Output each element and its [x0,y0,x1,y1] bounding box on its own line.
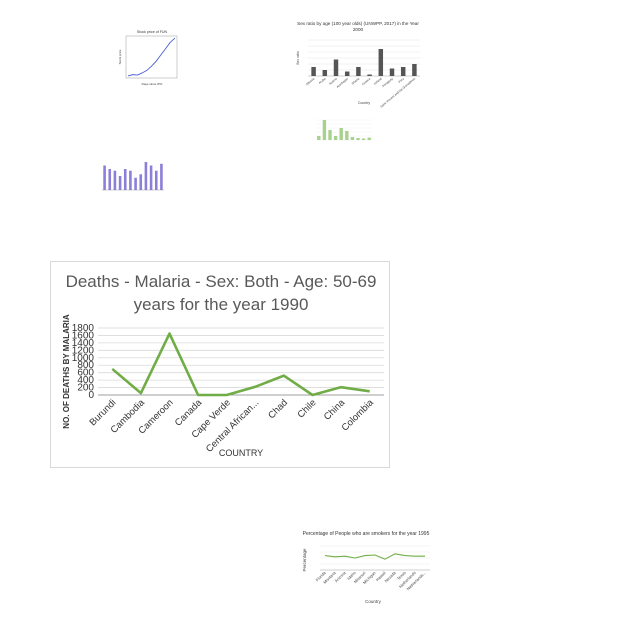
x-tick-label: Chad [266,397,290,421]
bar [333,59,339,76]
thumb-title: Stock price of FUN [137,30,168,34]
x-tick-label: Greece [361,76,371,86]
x-axis-label: Country [365,599,382,604]
y-tick-label: 800 [77,360,94,371]
bar [356,138,360,140]
series-line [127,37,176,77]
x-tick-label: Paraguay [381,76,394,88]
sex-ratio-chart-svg: Sex ratio by age (100 year olds) (UNWPP,… [296,21,420,108]
bar [311,67,316,76]
bar [344,71,350,76]
x-tick-label: Idaho [346,570,357,581]
bar [328,130,332,140]
bar [412,64,417,76]
thumbnail-green-bar-chart [302,114,374,156]
thumbnail-smokers-chart: Percentage of People who are smokers for… [298,528,434,606]
y-tick-label: 400 [77,375,94,386]
x-tick-label: Peru [398,76,406,83]
x-tick-label: Arizona [334,570,348,584]
bar [322,120,327,140]
thumbnail-stock-chart: Stock price of FUN Days since IPO Stock pr… [115,28,185,88]
plot-frame [125,35,178,79]
y-tick-label: 1800 [72,323,95,334]
bar [317,136,321,140]
bar [389,68,395,76]
x-tick-label: Aruba [318,76,327,84]
x-tick-label: Texas [396,570,407,581]
green-bar-chart-svg [316,119,372,141]
bar [160,163,163,190]
x-tick-label: Ghana [351,76,361,85]
thumbnail-purple-bar-chart [92,154,168,198]
y-tick-label: 1200 [72,345,95,356]
bar [139,174,143,190]
y-axis-label: Sex ratio [296,51,300,65]
thumb-title: Percentage of People who are smokers for… [303,531,430,537]
x-tick-label: Ireland [373,76,383,85]
purple-bar-chart-svg [102,162,164,191]
bar [103,165,106,190]
bar [345,131,349,140]
x-tick-label: Albania [305,76,315,86]
series-line [111,332,370,397]
y-axis-label: Stock price [118,49,122,64]
bar [149,165,153,190]
x-tick-label: Austria [328,76,338,85]
x-tick-label: Central African... [204,397,261,454]
bar [322,70,328,76]
x-tick-label: Chile [296,397,319,420]
bar [113,170,117,190]
bar [154,170,158,190]
bar [339,128,343,140]
x-axis-label: Country [358,101,371,105]
bar [356,67,361,76]
smokers-chart-svg: Percentage of People who are smokers for… [302,531,430,604]
y-tick-label: 1000 [72,353,95,364]
x-tick-label: China [322,397,348,423]
chart-title: Deaths - Malaria - Sex: Both - Age: 50-6… [65,272,377,314]
y-axis-label: Percentage [302,548,307,572]
y-tick-label: 0 [88,390,94,401]
x-tick-label: Nevada [383,570,397,584]
bar [400,67,406,76]
thumb-title: Sex ratio by age (100 year olds) (UNWPP,… [297,21,419,26]
bar [129,170,132,190]
series-line [324,553,425,560]
y-axis-label: NO. OF DEATHS BY MALARIA [62,314,71,429]
bar [134,177,137,190]
y-tick-label: 200 [77,383,94,394]
bar [367,74,372,76]
thumbnail-sex-ratio-chart: Sex ratio by age (100 year olds) (UNWPP,… [292,18,424,108]
bar [144,162,148,190]
malaria-chart-svg: 020040060080010001200140016001800Burundi… [62,314,384,458]
x-tick-label: Colombia [340,397,377,434]
bar [367,137,371,140]
stock-chart-svg: Stock price of FUN Days since IPO Stock pr… [118,30,178,86]
bar [123,169,127,190]
x-axis-label: COUNTRY [219,448,263,458]
thumb-title: 2000 [353,27,364,32]
malaria-chart: Deaths - Malaria - Sex: Both - Age: 50-6… [50,261,390,468]
bar [378,49,384,76]
y-tick-label: 1600 [72,330,95,341]
x-axis-label: Days since IPO [142,82,163,86]
bar [108,169,112,190]
y-tick-label: 1400 [72,338,95,349]
bar [350,137,355,140]
y-tick-label: 600 [77,368,94,379]
x-tick-label: Azerbaijan [336,76,350,88]
bar [118,176,122,190]
bar [361,138,366,140]
bar [333,136,338,140]
